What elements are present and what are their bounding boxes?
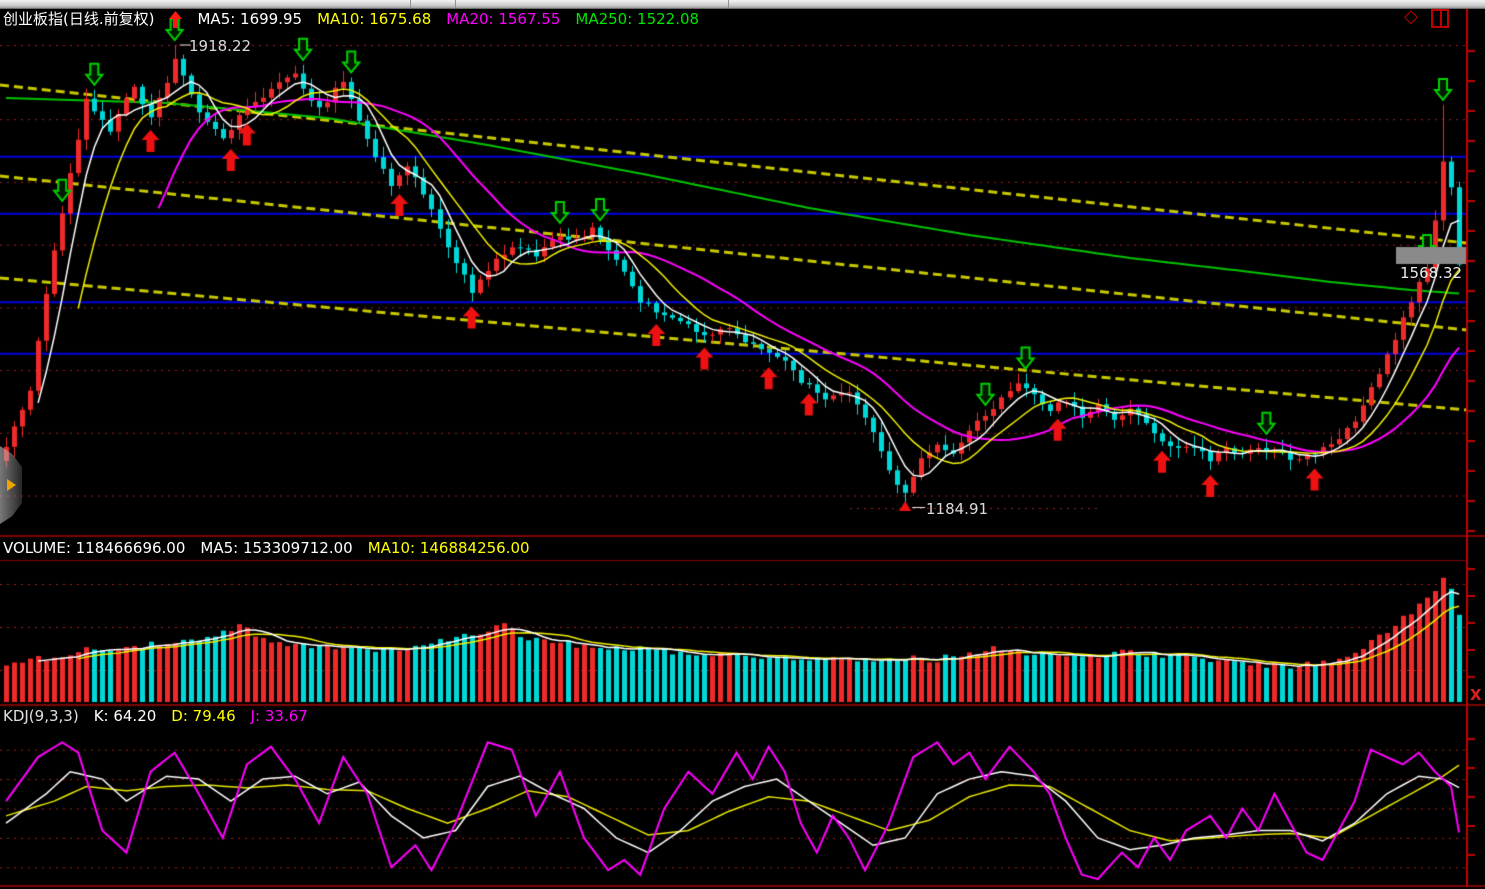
side-panel-handle[interactable]	[0, 446, 22, 524]
expand-right-icon	[6, 479, 16, 491]
diamond-icon[interactable]: ◇	[1404, 6, 1418, 27]
top-scrollbar-strip[interactable]	[0, 0, 1485, 9]
split-window-icon-divider	[1440, 11, 1442, 26]
close-indicator-icon[interactable]: X	[1470, 686, 1482, 704]
split-window-icon[interactable]	[1431, 9, 1449, 28]
